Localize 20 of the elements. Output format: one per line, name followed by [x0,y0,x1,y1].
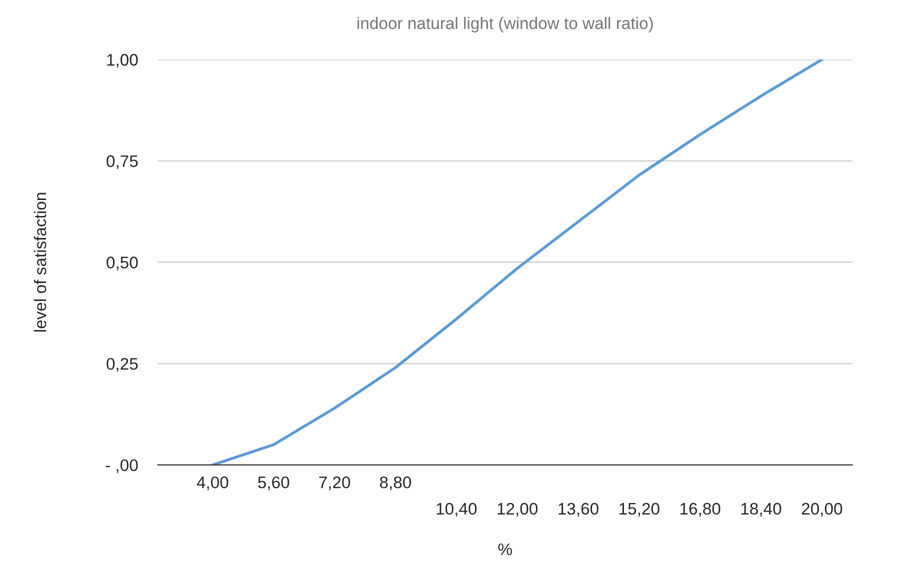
y-axis-title: level of satisfaction [34,192,46,332]
line-series [211,60,824,465]
x-tick-label: 5,60 [258,476,290,490]
y-tick-label: 0,25 [106,358,138,372]
chart-title: indoor natural light (window to wall ratio) [358,16,653,32]
x-tick-label: 4,00 [196,476,228,490]
x-tick-label: 7,20 [319,476,350,490]
x-axis-title: % [498,543,512,556]
x-tick-label: 12,00 [498,502,538,517]
x-tick-label: 16,80 [680,502,720,517]
y-tick-label: 0,75 [106,155,138,170]
y-tick-label: - ,00 [106,459,138,474]
x-tick-label: 18,40 [741,502,782,517]
x-tick-label: 15,20 [620,502,660,517]
x-tick-label: 13,60 [558,502,598,517]
x-tick-label: 10,40 [436,502,477,517]
y-tick-label: 0,50 [106,256,138,270]
y-tick-label: 1,00 [107,54,138,68]
x-tick-label: 8,80 [380,476,412,490]
x-tick-label: 20,00 [802,502,842,517]
